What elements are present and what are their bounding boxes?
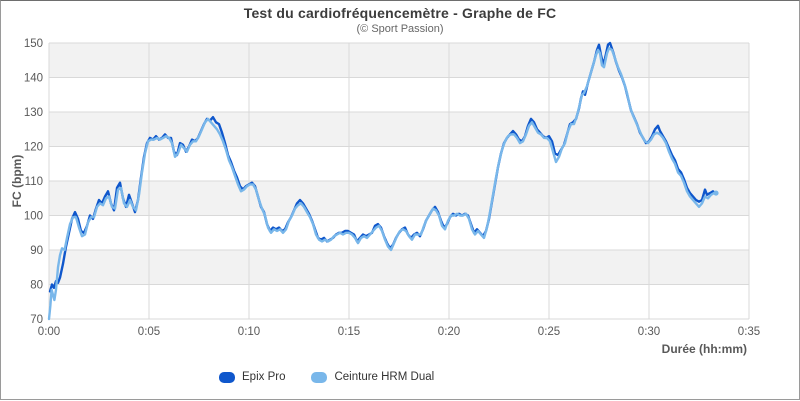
- legend-item-epix-pro[interactable]: Epix Pro: [219, 371, 285, 383]
- chart-title: Test du cardiofréquencemètre - Graphe de…: [243, 5, 557, 21]
- x-tick-label: 0:00: [38, 326, 60, 338]
- x-axis-title: Durée (hh:mm): [661, 342, 747, 356]
- series-end-dot: [713, 190, 719, 196]
- y-tick-label: 90: [30, 245, 43, 257]
- y-axis-title: FC (bpm): [10, 154, 24, 208]
- x-tick-label: 0:25: [538, 326, 560, 338]
- chart-subtitle: (© Sport Passion): [356, 23, 444, 35]
- plot-band: [49, 250, 749, 285]
- x-tick-label: 0:05: [138, 326, 160, 338]
- legend-item-ceinture-hrm-dual[interactable]: Ceinture HRM Dual: [311, 371, 434, 383]
- x-tick-label: 0:10: [238, 326, 260, 338]
- y-tick-label: 80: [30, 280, 43, 292]
- x-tick-label: 0:35: [738, 326, 760, 338]
- legend-label: Ceinture HRM Dual: [334, 371, 435, 383]
- ceinture-hrm-dual-series-marker: [311, 371, 328, 383]
- legend-label: Epix Pro: [242, 371, 286, 383]
- x-tick-label: 0:20: [438, 326, 460, 338]
- legend: Epix Pro Ceinture HRM Dual: [219, 371, 434, 383]
- plot-band: [49, 181, 749, 216]
- plot-band: [49, 112, 749, 147]
- y-tick-label: 70: [30, 314, 43, 326]
- series-line-ceinture-hrm-dual: [47, 47, 718, 321]
- x-tick-label: 0:30: [638, 326, 660, 338]
- y-tick-label: 110: [25, 176, 43, 188]
- y-tick-label: 100: [24, 211, 43, 223]
- y-tick-label: 120: [24, 142, 43, 154]
- y-tick-label: 130: [24, 107, 43, 119]
- epix-pro-series-marker: [219, 371, 235, 383]
- x-tick-label: 0:15: [338, 326, 360, 338]
- plot-band: [49, 43, 749, 78]
- y-tick-label: 150: [24, 38, 43, 50]
- y-tick-label: 140: [24, 73, 43, 85]
